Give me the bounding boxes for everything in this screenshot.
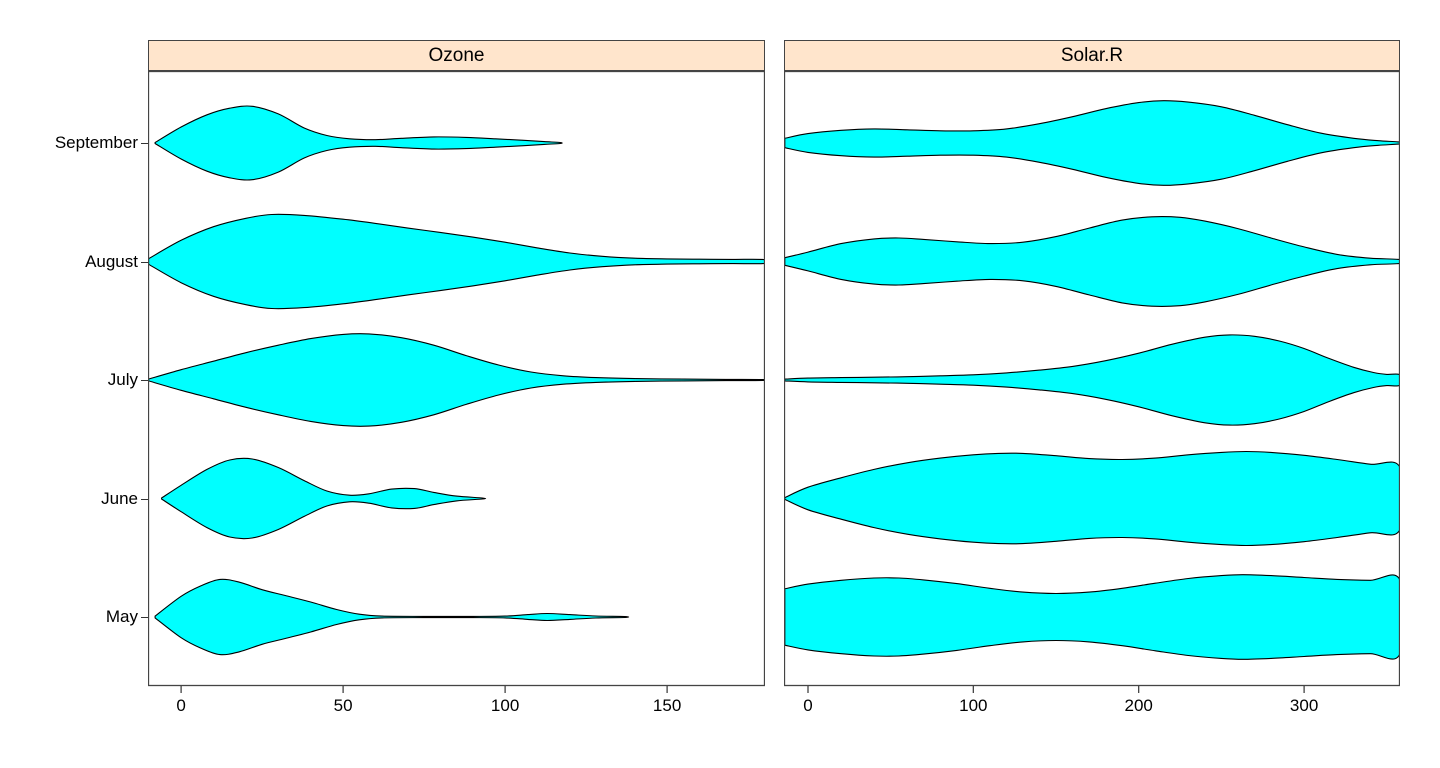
x-tick-label: 100 [959, 696, 988, 715]
violin-solarr-august [784, 216, 1400, 307]
panel-strip-solar: Solar.R [784, 40, 1400, 71]
violin-ozone-july [148, 333, 765, 427]
solar-panel [784, 71, 1400, 693]
x-tick-label: 50 [333, 696, 353, 715]
violin-ozone-june [161, 457, 487, 540]
violin-ozone-august [148, 213, 765, 310]
panel-strip-ozone: Ozone [148, 40, 765, 71]
y-tick [141, 498, 148, 500]
month-label-september: September [54, 133, 138, 152]
y-tick [141, 380, 148, 381]
month-label-july: July [107, 370, 138, 389]
panel-border [148, 71, 765, 687]
x-tick-label: 0 [803, 696, 813, 715]
x-tick-label: 200 [1124, 696, 1153, 715]
x-tick-label: 100 [490, 696, 520, 715]
panel-title-solar: Solar.R [1060, 44, 1124, 66]
violin-solarr-may [784, 574, 1400, 660]
panel-border [784, 71, 1400, 687]
y-tick [141, 143, 148, 144]
violin-ozone-september [154, 105, 563, 181]
y-tick [141, 261, 148, 263]
violin-solarr-september [784, 100, 1400, 186]
month-label-may: May [105, 607, 138, 626]
x-tick-label: 0 [176, 696, 186, 715]
violin-ozone-may [154, 578, 630, 656]
x-tick-label: 150 [652, 696, 682, 715]
x-tick-label: 300 [1289, 696, 1319, 715]
ozone-panel [148, 71, 765, 693]
y-tick [141, 617, 148, 618]
violin-solarr-june [784, 450, 1400, 547]
month-label-june: June [101, 488, 138, 508]
panel-title-ozone: Ozone [428, 44, 485, 66]
month-label-august: August [85, 251, 138, 271]
violin-solarr-july [784, 334, 1400, 426]
